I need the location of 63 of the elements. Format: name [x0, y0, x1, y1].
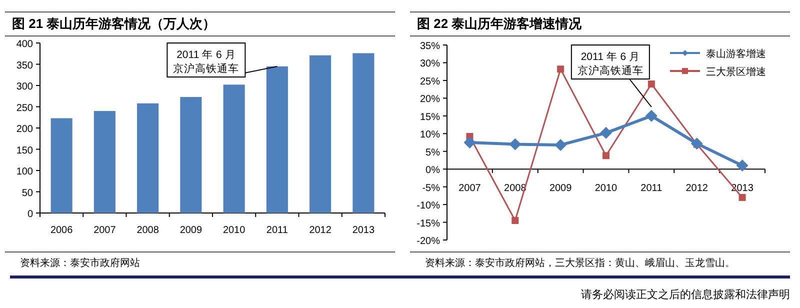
- y-tick-label: 30%: [420, 58, 440, 70]
- x-tick-label: 2012: [686, 183, 708, 194]
- bar: [310, 55, 332, 213]
- y-tick-label: 5%: [426, 147, 440, 158]
- y-tick-label: 400: [16, 39, 34, 50]
- point: [690, 138, 703, 150]
- bar: [180, 96, 202, 213]
- text: 资料来源：泰安市政府网站: [20, 257, 140, 269]
- bar: [223, 84, 245, 213]
- annotation: 2011 年 6 月京沪高铁通车: [173, 49, 240, 75]
- x-tick-label: 2012: [309, 225, 332, 236]
- x-tick-label: 2009: [180, 225, 202, 236]
- y-tick-label: 100: [16, 166, 34, 178]
- y-tick-label: 35%: [420, 41, 440, 52]
- point: [464, 136, 476, 148]
- x-tick-label: 2010: [222, 225, 246, 236]
- point: [509, 138, 522, 150]
- y-tick-label: 20%: [420, 94, 440, 106]
- x-tick-label: 2013: [352, 225, 375, 236]
- y-tick-label: 300: [16, 82, 34, 92]
- bar: [50, 118, 72, 213]
- bar: [137, 103, 159, 213]
- y-tick-label: 15%: [420, 112, 440, 123]
- y-tick-label: 250: [16, 102, 34, 114]
- y-tick-label: -10%: [416, 200, 440, 212]
- point: [736, 160, 748, 172]
- bar: [94, 111, 116, 213]
- y-tick-label: 200: [16, 124, 34, 135]
- point: [648, 80, 655, 88]
- point: [554, 138, 567, 151]
- x-tick-label: 2011: [266, 225, 288, 236]
- bar: [352, 53, 374, 213]
- point: [602, 152, 610, 160]
- x-tick-label: 2008: [136, 225, 160, 236]
- point: [512, 217, 519, 224]
- x-tick-label: 2011: [640, 183, 663, 194]
- x-tick-label: 2009: [549, 183, 572, 194]
- x-tick-label: 2010: [594, 183, 618, 194]
- y-tick-label: -5%: [422, 182, 440, 194]
- x-tick-label: 2006: [50, 225, 74, 236]
- y-tick-label: 25%: [420, 76, 440, 88]
- y-tick-label: 0: [27, 209, 34, 220]
- text: 请务必阅读正文之后的信息披露和法律声明: [581, 288, 790, 301]
- legend-label: 泰山游客增速: [706, 48, 766, 60]
- y-tick-label: -20%: [416, 236, 440, 247]
- y-tick-label: 10%: [420, 130, 440, 141]
- bar: [266, 66, 288, 213]
- chart-title: 图 22 泰山历年游客增速情况: [417, 16, 583, 31]
- point: [557, 66, 564, 73]
- y-tick-label: 350: [16, 60, 34, 72]
- text: 资料来源：泰安市政府网站，三大景区指：黄山、峨眉山、玉龙雪山。: [425, 257, 735, 269]
- annotation: 2011 年 6 月京沪高铁通车: [577, 51, 644, 77]
- chart-title: 图 21 泰山历年游客情况（万人次）: [12, 16, 216, 31]
- point: [600, 126, 612, 139]
- x-tick-label: 2007: [94, 225, 116, 236]
- y-tick-label: 0%: [426, 165, 440, 176]
- legend-label: 三大景区增速: [706, 66, 766, 78]
- point: [645, 110, 658, 122]
- y-tick-label: 150: [16, 145, 34, 156]
- y-tick-label: -15%: [416, 218, 440, 230]
- x-tick-label: 2007: [458, 183, 482, 194]
- point: [738, 194, 746, 201]
- y-tick-label: 50: [22, 188, 34, 199]
